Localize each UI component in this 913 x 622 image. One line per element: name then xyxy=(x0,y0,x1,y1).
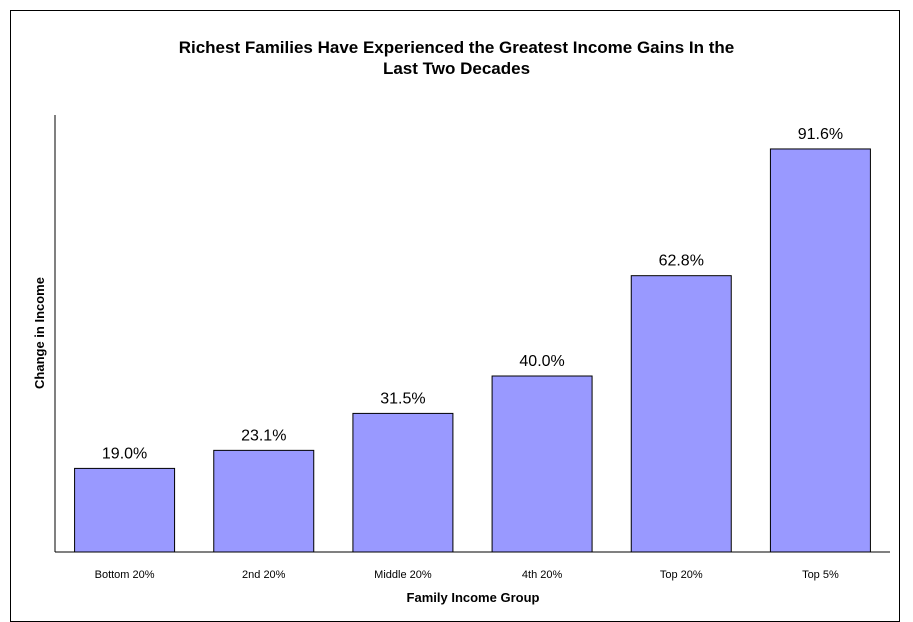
x-tick-label: Top 20% xyxy=(660,569,703,581)
bar-middle-20- xyxy=(352,412,454,553)
bar-top-20- xyxy=(630,275,732,553)
x-tick-label: Middle 20% xyxy=(374,569,432,581)
x-axis-label: Family Income Group xyxy=(407,590,540,605)
x-tick-label: 4th 20% xyxy=(522,569,563,581)
data-label: 40.0% xyxy=(519,353,564,370)
x-tick-label: Bottom 20% xyxy=(95,569,155,581)
data-label: 31.5% xyxy=(380,390,425,407)
y-axis-label: Change in Income xyxy=(32,277,47,389)
data-label: 62.8% xyxy=(659,253,704,270)
chart-title-line-2: Last Two Decades xyxy=(382,59,531,78)
chart-title-line-1: Richest Families Have Experienced the Gr… xyxy=(178,38,735,57)
bar-top-5- xyxy=(769,148,871,553)
x-tick-label: 2nd 20% xyxy=(242,569,286,581)
bar-bottom-20- xyxy=(74,467,176,553)
data-label: 23.1% xyxy=(241,427,286,444)
data-label: 19.0% xyxy=(102,445,147,462)
bar-2nd-20- xyxy=(213,449,315,553)
data-label: 91.6% xyxy=(798,126,843,143)
bar-4th-20- xyxy=(491,375,593,553)
x-tick-label: Top 5% xyxy=(802,569,839,581)
